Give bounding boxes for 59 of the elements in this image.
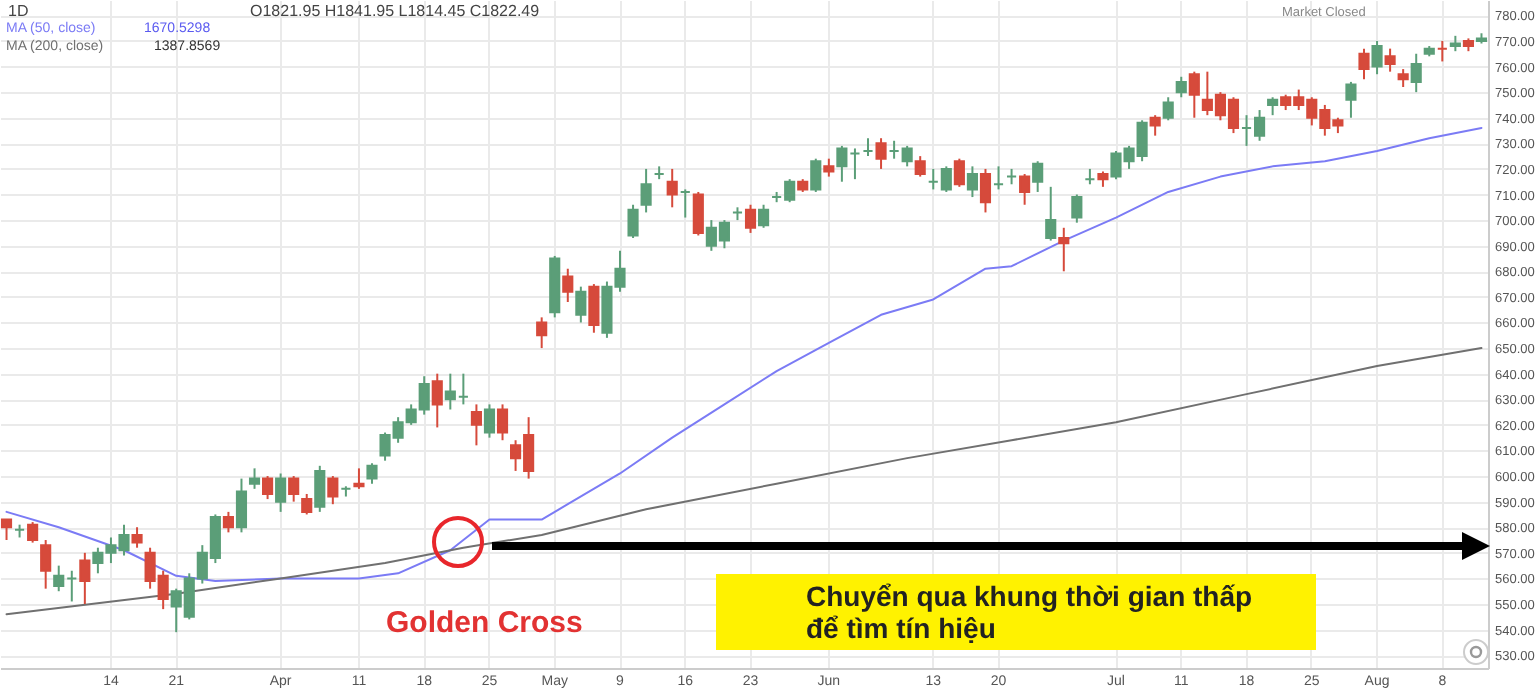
candlestick	[431, 372, 443, 429]
candlestick	[27, 521, 39, 544]
candlestick	[1175, 75, 1187, 99]
candlestick	[562, 267, 574, 304]
candlestick	[1358, 47, 1370, 81]
candlestick	[40, 539, 52, 590]
candlestick	[496, 403, 509, 442]
candlestick	[627, 203, 639, 240]
candlestick	[79, 551, 91, 606]
candlestick	[353, 467, 365, 490]
candlestick	[640, 167, 652, 214]
candlestick	[470, 403, 482, 447]
candlestick	[340, 485, 352, 498]
candlestick	[1436, 39, 1448, 63]
candlestick	[575, 285, 587, 324]
candlestick	[131, 526, 143, 549]
candlestick	[1045, 185, 1057, 242]
candlestick	[588, 283, 600, 334]
candlestick	[810, 157, 822, 193]
annotation: O1821.95 H1841.95 L1814.45 C1822.49	[250, 2, 540, 21]
candlestick	[1149, 114, 1161, 137]
candlestick	[744, 203, 757, 234]
annotation: Golden Cross	[386, 606, 583, 641]
candlestick	[1071, 193, 1083, 224]
candlestick	[692, 190, 704, 237]
candlestick	[1058, 226, 1070, 273]
candlestick	[758, 203, 770, 229]
line-series	[5, 126, 1483, 582]
annotation: 1D	[8, 2, 29, 21]
candlestick	[248, 467, 261, 490]
candlestick	[1371, 39, 1383, 76]
candlestick	[262, 475, 274, 501]
candlestick	[992, 165, 1005, 191]
candlestick	[1162, 96, 1174, 122]
candlestick	[953, 157, 965, 188]
candlestick	[875, 137, 887, 170]
candlestick	[235, 477, 248, 534]
candlestick	[314, 464, 326, 513]
candlestick	[666, 167, 678, 209]
candlestick	[679, 188, 691, 219]
candlestick	[966, 165, 978, 199]
candlestick	[222, 510, 234, 534]
candlestick	[288, 475, 300, 503]
candlestick	[483, 403, 496, 439]
candlestick	[1188, 70, 1200, 119]
candlestick	[1410, 52, 1422, 94]
candlestick	[1019, 173, 1031, 206]
candlestick	[275, 472, 287, 513]
candlestick	[979, 167, 992, 214]
candlestick	[536, 316, 548, 350]
annotation: Chuyển qua khung thời gian thấp để tìm tín hiệu	[806, 580, 1253, 645]
candlestick	[914, 155, 926, 178]
candlestick	[301, 492, 313, 516]
candlestick	[1032, 160, 1044, 193]
candlestick	[1384, 47, 1396, 73]
candlestick	[1345, 80, 1357, 119]
candlestick	[327, 475, 339, 506]
candlestick	[0, 518, 13, 542]
candlestick	[366, 462, 378, 485]
